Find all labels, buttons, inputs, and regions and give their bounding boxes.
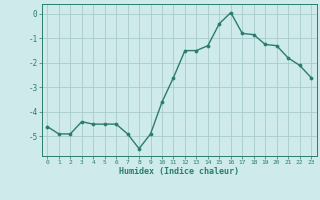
X-axis label: Humidex (Indice chaleur): Humidex (Indice chaleur)	[119, 167, 239, 176]
